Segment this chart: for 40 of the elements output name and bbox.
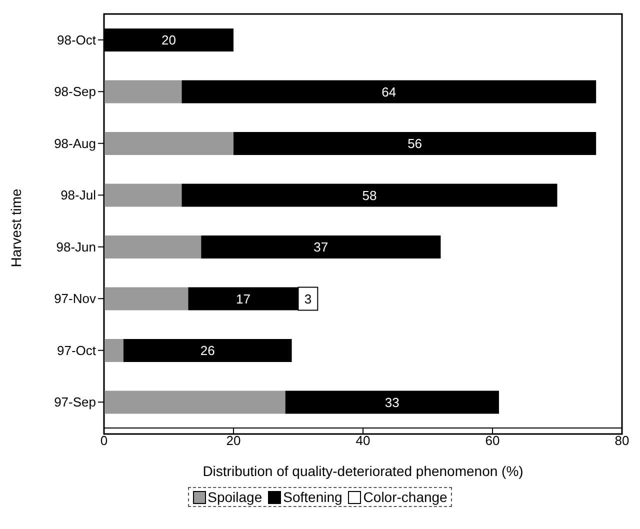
- y-tick-label: 97-Nov: [54, 291, 96, 306]
- y-tick-label: 98-Jul: [60, 188, 96, 203]
- y-tick-label: 98-Sep: [54, 84, 96, 100]
- bar: [104, 235, 202, 258]
- y-tick-label: 98-Aug: [54, 136, 96, 151]
- data-label: 33: [384, 394, 400, 410]
- bar: [104, 287, 188, 310]
- data-label: 64: [382, 84, 396, 100]
- x-tick-label: 0: [100, 433, 108, 448]
- bar: [104, 390, 286, 414]
- legend-label: Softening: [282, 489, 342, 505]
- x-tick-label: 40: [356, 433, 370, 448]
- bar: [182, 80, 596, 104]
- bar: [201, 235, 441, 258]
- data-label: 37: [314, 240, 328, 255]
- data-label: 26: [200, 343, 215, 358]
- data-label: 17: [236, 291, 250, 306]
- y-tick-label: 97-Oct: [56, 342, 96, 358]
- y-tick-label: 97-Sep: [54, 394, 96, 410]
- y-tick-label: 98-Oct: [56, 32, 96, 48]
- legend-label: Spoilage: [206, 489, 262, 505]
- y-axis-title: Harvest time: [8, 188, 24, 268]
- legend-label: Color-change: [362, 489, 448, 505]
- x-tick-label: 20: [226, 433, 241, 448]
- y-tick-label: 98-Jun: [56, 239, 96, 254]
- data-label: 58: [362, 188, 377, 203]
- bar: [104, 80, 182, 104]
- bar: [234, 132, 596, 155]
- bar: [285, 390, 499, 414]
- data-label: 20: [162, 32, 176, 48]
- x-tick-label: 80: [614, 433, 630, 448]
- bar: [182, 184, 558, 207]
- bar: [104, 132, 234, 155]
- bar: [104, 338, 124, 362]
- data-label: 3: [304, 291, 312, 306]
- bar: [123, 338, 292, 362]
- bar: [104, 184, 182, 207]
- x-tick-label: 60: [485, 433, 500, 448]
- data-label: 56: [408, 136, 422, 152]
- x-axis-title: Distribution of quality-deteriorated phenomenon (%): [202, 463, 524, 479]
